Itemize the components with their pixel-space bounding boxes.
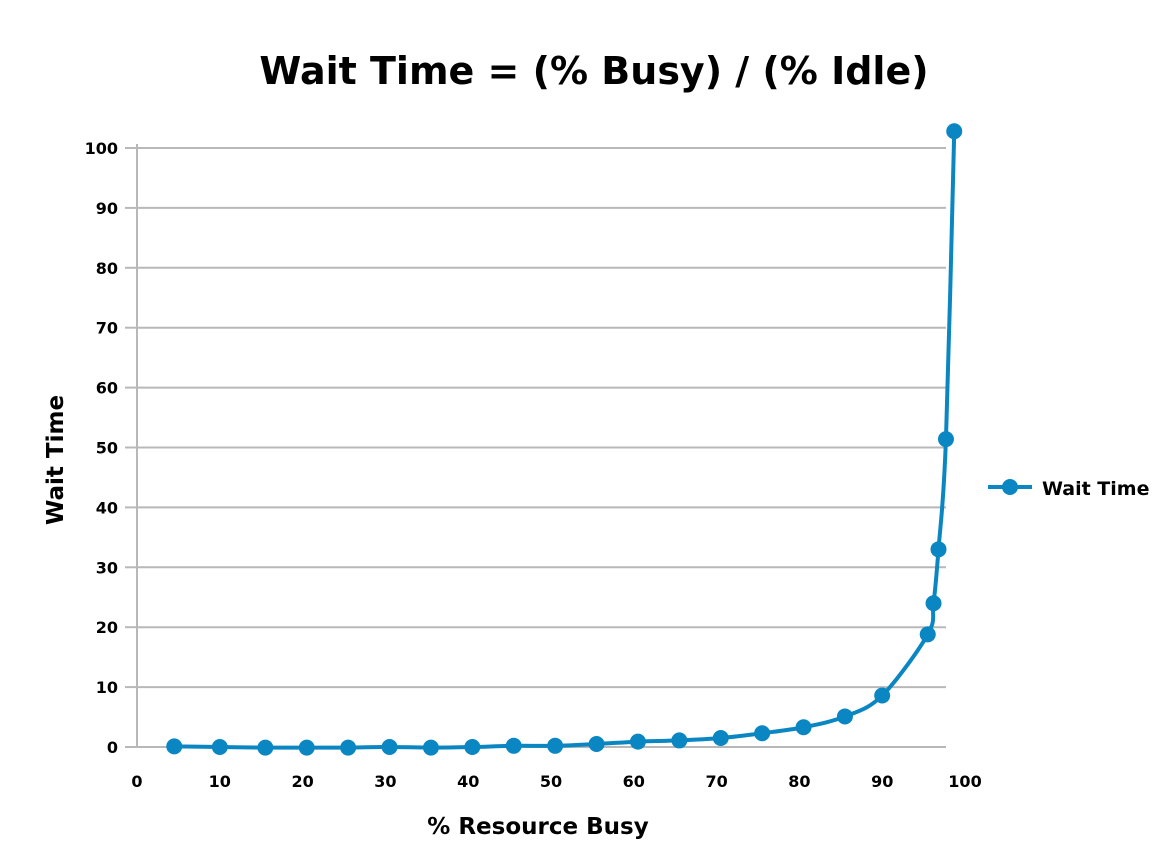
y-tick-label: 80 bbox=[96, 259, 118, 278]
series-line bbox=[174, 131, 957, 750]
x-tick-label: 60 bbox=[623, 772, 645, 791]
y-tick-label: 0 bbox=[107, 738, 118, 757]
legend-marker bbox=[1002, 479, 1018, 495]
data-point bbox=[919, 626, 936, 643]
y-axis-ticks: 0 10 20 30 40 50 60 70 80 90 100 bbox=[85, 139, 137, 757]
data-point bbox=[464, 739, 481, 755]
data-point bbox=[381, 739, 398, 755]
data-point bbox=[874, 687, 891, 704]
x-tick-label: 30 bbox=[374, 772, 396, 791]
x-tick-label: 50 bbox=[540, 772, 562, 791]
data-point bbox=[754, 725, 771, 742]
x-tick-label: 90 bbox=[871, 772, 893, 791]
y-tick-label: 10 bbox=[96, 678, 118, 697]
data-point bbox=[795, 719, 812, 736]
series-layer bbox=[166, 123, 963, 756]
x-axis-ticks: 0 10 20 30 40 50 60 70 80 90 100 bbox=[131, 772, 981, 791]
x-tick-label: 80 bbox=[788, 772, 810, 791]
y-tick-label: 50 bbox=[96, 439, 118, 458]
data-point bbox=[298, 739, 315, 756]
x-tick-label: 100 bbox=[948, 772, 981, 791]
data-point bbox=[671, 732, 688, 749]
data-point bbox=[925, 595, 942, 612]
data-point bbox=[930, 541, 947, 558]
axes bbox=[125, 144, 946, 748]
chart-title: Wait Time = (% Busy) / (% Idle) bbox=[259, 49, 928, 93]
data-point bbox=[166, 738, 183, 755]
x-tick-label: 20 bbox=[291, 772, 313, 791]
data-point bbox=[712, 730, 729, 747]
data-point bbox=[629, 733, 646, 750]
gridlines bbox=[137, 147, 946, 689]
data-point bbox=[547, 737, 564, 754]
data-point bbox=[836, 708, 853, 725]
y-tick-label: 100 bbox=[85, 139, 118, 158]
y-tick-label: 30 bbox=[96, 558, 118, 577]
data-point bbox=[937, 431, 954, 448]
y-tick-label: 90 bbox=[96, 199, 118, 218]
legend: Wait Time bbox=[988, 478, 1149, 500]
data-point bbox=[588, 736, 605, 753]
x-axis-label: % Resource Busy bbox=[427, 814, 648, 840]
y-tick-label: 20 bbox=[96, 618, 118, 637]
legend-label: Wait Time bbox=[1042, 478, 1149, 500]
data-point bbox=[505, 737, 522, 754]
x-tick-label: 0 bbox=[131, 772, 142, 791]
data-point bbox=[340, 739, 357, 756]
data-point bbox=[257, 739, 274, 756]
data-point bbox=[422, 739, 439, 756]
x-tick-label: 70 bbox=[705, 772, 727, 791]
y-tick-label: 70 bbox=[96, 319, 118, 338]
y-tick-label: 60 bbox=[96, 379, 118, 398]
y-tick-label: 40 bbox=[96, 498, 118, 517]
x-tick-label: 10 bbox=[209, 772, 231, 791]
y-axis-label: Wait Time bbox=[43, 395, 69, 525]
data-point bbox=[211, 739, 228, 755]
data-point bbox=[946, 123, 963, 140]
x-tick-label: 40 bbox=[457, 772, 479, 791]
